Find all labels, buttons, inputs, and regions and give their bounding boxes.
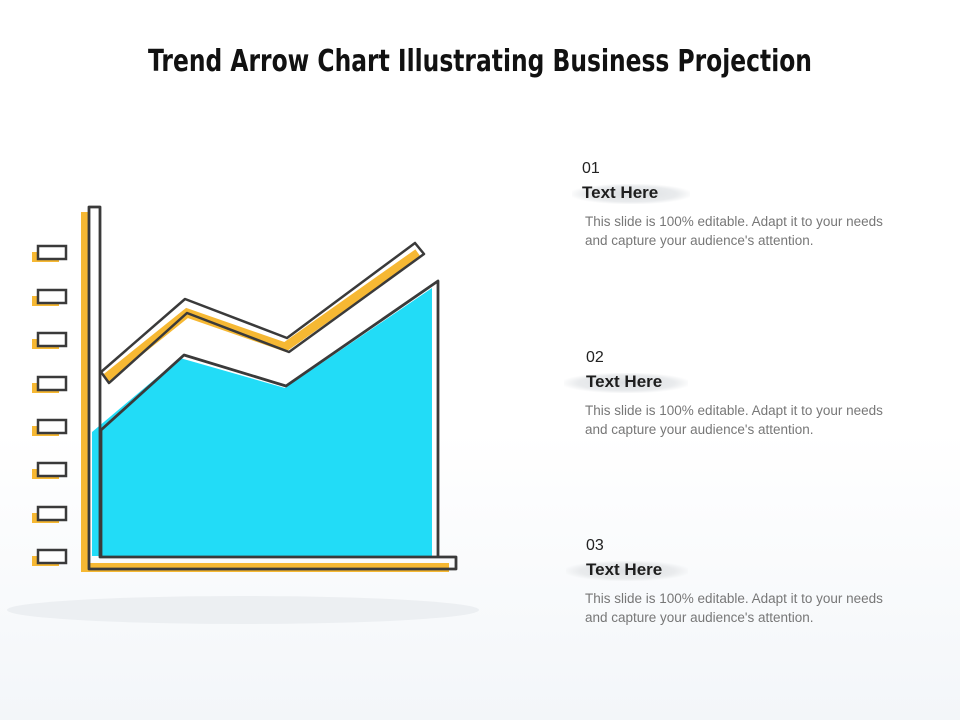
checklist-box-icon <box>32 331 68 349</box>
point-3: 03 Text Here This slide is 100% editable… <box>566 537 912 627</box>
area-chart-icon <box>92 288 432 556</box>
slide-title: Trend Arrow Chart Illustrating Business … <box>148 44 812 79</box>
checklist-box-icon <box>32 548 68 566</box>
point-number: 03 <box>586 537 604 554</box>
point-1: 01 Text Here This slide is 100% editable… <box>572 160 912 250</box>
ground-shadow <box>7 596 479 624</box>
brush-highlight <box>572 184 690 204</box>
checklist-box-icon <box>32 418 68 436</box>
y-axis-accent <box>81 212 89 572</box>
checklist-box-icon <box>32 505 68 523</box>
checklist-box-icon <box>32 288 68 306</box>
point-number: 02 <box>586 349 604 366</box>
x-axis-accent <box>86 563 449 572</box>
point-heading: Text Here <box>586 560 663 579</box>
point-description: This slide is 100% editable. Adapt it to… <box>585 403 883 437</box>
brush-highlight <box>564 373 688 393</box>
point-2: 02 Text Here This slide is 100% editable… <box>564 349 912 439</box>
checklist-box-icon <box>32 375 68 393</box>
checklist-box-icon <box>32 244 68 262</box>
point-heading: Text Here <box>586 372 663 391</box>
trend-arrow-outline <box>99 241 426 385</box>
point-number: 01 <box>582 160 600 177</box>
point-description: This slide is 100% editable. Adapt it to… <box>585 214 883 248</box>
point-description: This slide is 100% editable. Adapt it to… <box>585 591 883 625</box>
point-heading: Text Here <box>582 183 659 202</box>
checklist-icons <box>32 244 68 566</box>
checklist-box-icon <box>32 461 68 479</box>
brush-highlight <box>566 561 688 581</box>
trend-arrow-icon <box>103 249 421 382</box>
axes-outline <box>87 205 458 571</box>
